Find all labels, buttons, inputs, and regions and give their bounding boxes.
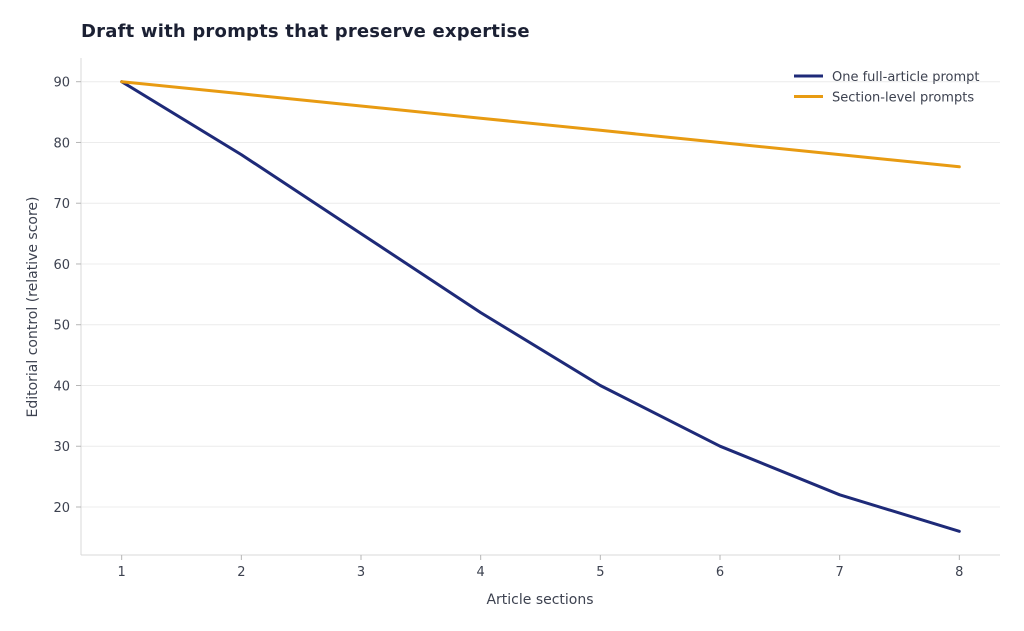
y-tick-label: 90 [53,76,70,91]
x-tick-label: 3 [357,565,365,580]
x-tick-label: 7 [836,565,844,580]
y-tick-label: 80 [53,136,70,151]
axes [80,58,1000,556]
y-axis-ticks: 20 30 40 50 60 70 80 90 [53,76,81,516]
series-line-2 [120,80,961,169]
series-line-1 [120,80,961,533]
x-axis-ticks: 1 2 3 4 5 6 7 8 [118,555,963,580]
x-tick-label: 6 [716,565,724,580]
legend-label: Section-level prompts [832,91,974,106]
x-tick-label: 1 [118,565,126,580]
y-tick-label: 60 [53,258,70,273]
y-tick-label: 50 [53,319,70,334]
y-tick-label: 40 [53,379,70,394]
y-axis-label: Editorial control (relative score) [25,196,41,417]
legend: One full-article prompt Section-level pro… [794,70,980,106]
y-tick-label: 30 [53,440,70,455]
x-tick-label: 4 [477,565,485,580]
grid-lines [81,81,1000,508]
chart-title: Draft with prompts that preserve experti… [81,21,530,42]
series-lines [120,80,961,533]
x-axis-label: Article sections [486,592,593,608]
x-tick-label: 5 [596,565,604,580]
y-tick-label: 70 [53,197,70,212]
legend-label: One full-article prompt [832,70,980,85]
x-tick-label: 8 [955,565,963,580]
x-tick-label: 2 [237,565,245,580]
y-tick-label: 20 [53,501,70,516]
